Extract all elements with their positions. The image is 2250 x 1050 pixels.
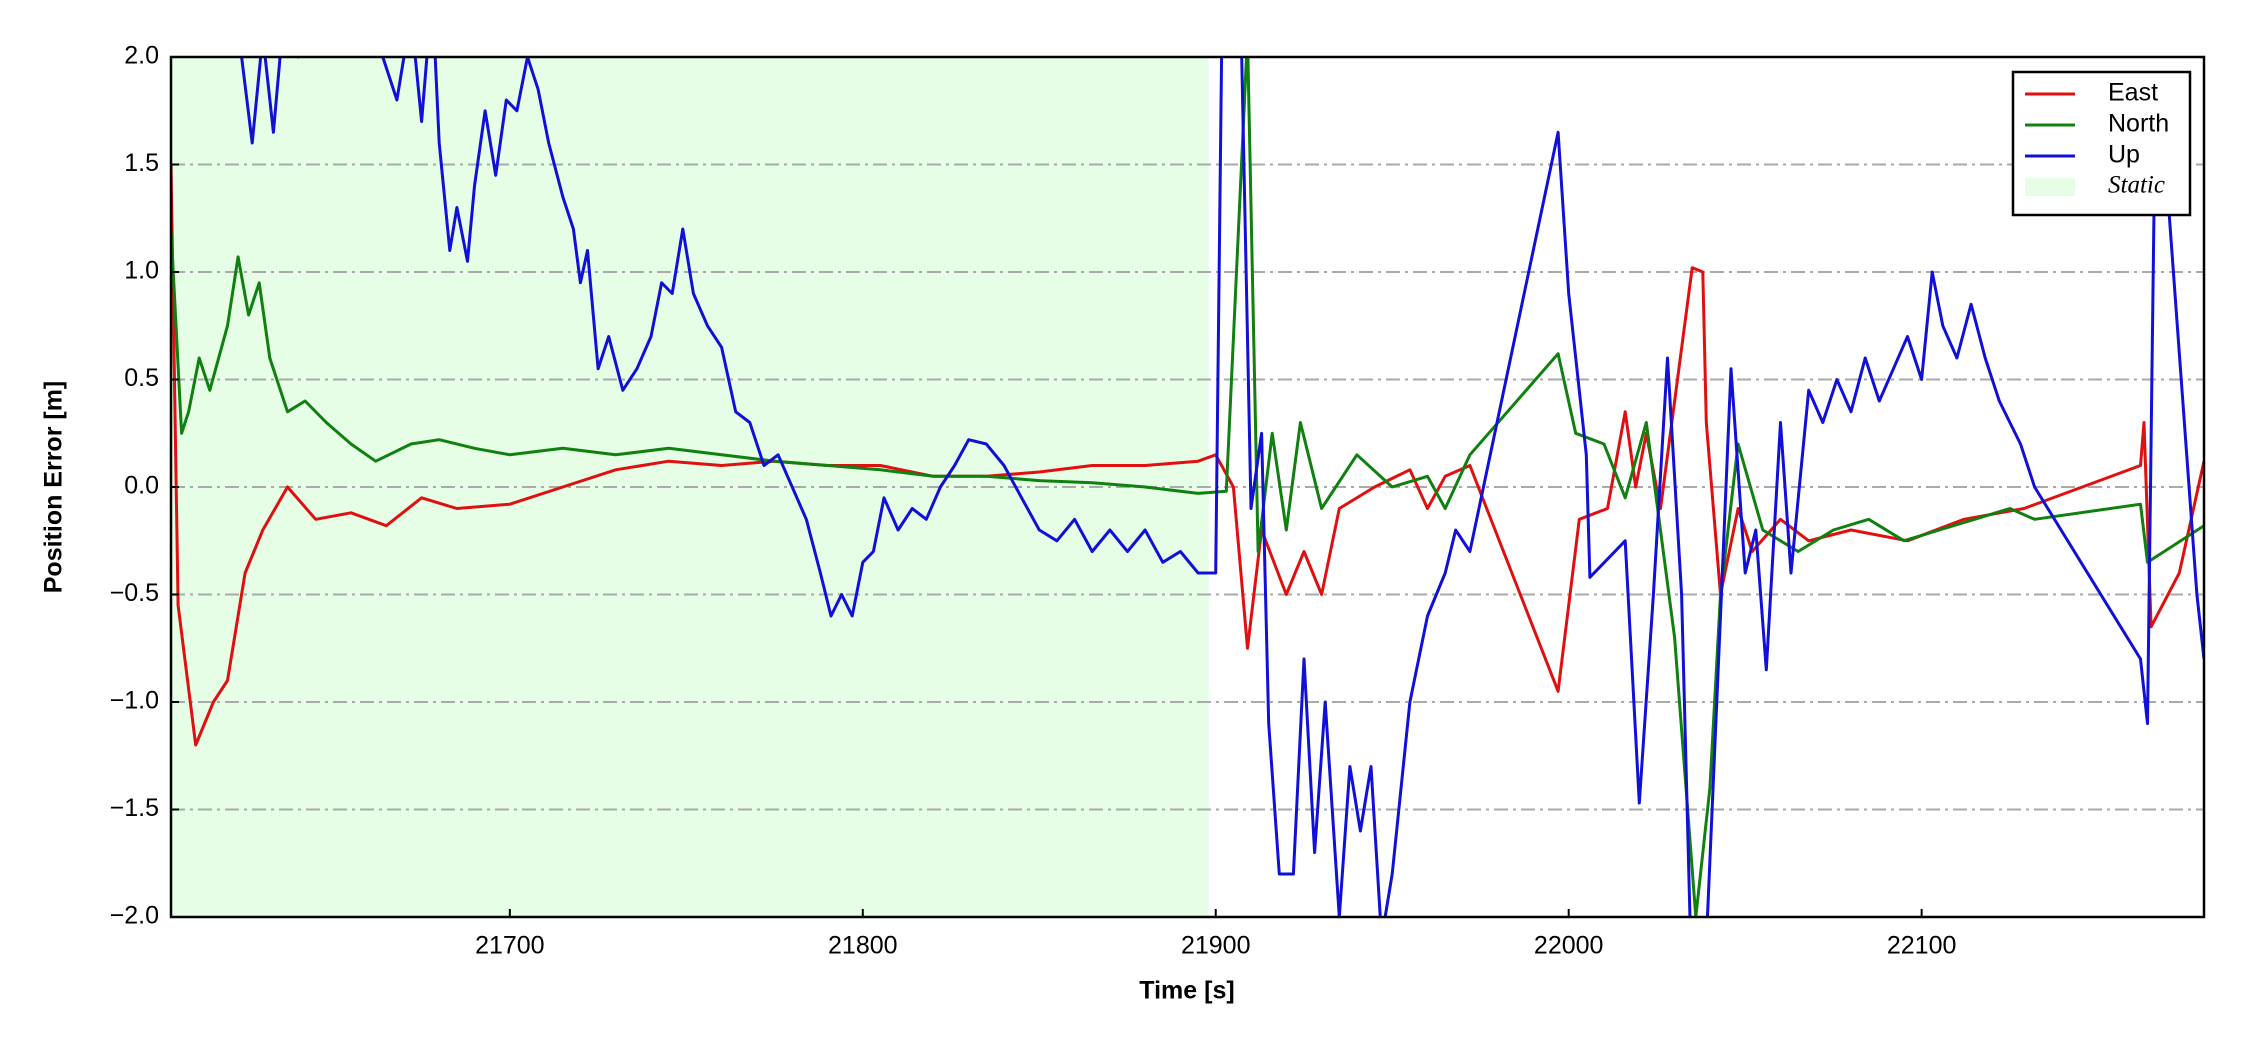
legend-label: Up: [2108, 141, 2140, 169]
x-tick-label: 22100: [1887, 932, 1957, 960]
y-tick-label: −1.5: [110, 794, 159, 822]
y-tick-label: 2.0: [124, 42, 159, 70]
y-tick-label: 0.5: [124, 364, 159, 392]
y-tick-label: −1.0: [110, 687, 159, 715]
legend: East North Up Static: [2011, 70, 2192, 217]
series-line: [171, 164, 2204, 747]
legend-label: Static: [2108, 172, 2165, 199]
y-tick-label: 1.0: [124, 257, 159, 285]
legend-label: North: [2108, 110, 2169, 138]
y-tick-label: −0.5: [110, 579, 159, 607]
series-line: [240, 57, 2204, 917]
x-tick-label: 21700: [475, 932, 545, 960]
y-tick-label: 0.0: [124, 472, 159, 500]
x-tick-label: 21900: [1181, 932, 1251, 960]
x-tick-label: 21800: [828, 932, 898, 960]
plot-layer: [171, 56, 2204, 918]
series-line: [171, 57, 2204, 917]
x-axis-label: Time [s]: [1139, 977, 1234, 1005]
legend-swatch: [2025, 178, 2075, 196]
y-tick-label: 1.5: [124, 149, 159, 177]
y-tick-label: −2.0: [110, 902, 159, 930]
x-tick-label: 22000: [1534, 932, 1604, 960]
lines-layer: [171, 57, 2204, 917]
legend-label: East: [2108, 79, 2158, 107]
y-axis-label: Position Error [m]: [40, 381, 68, 594]
